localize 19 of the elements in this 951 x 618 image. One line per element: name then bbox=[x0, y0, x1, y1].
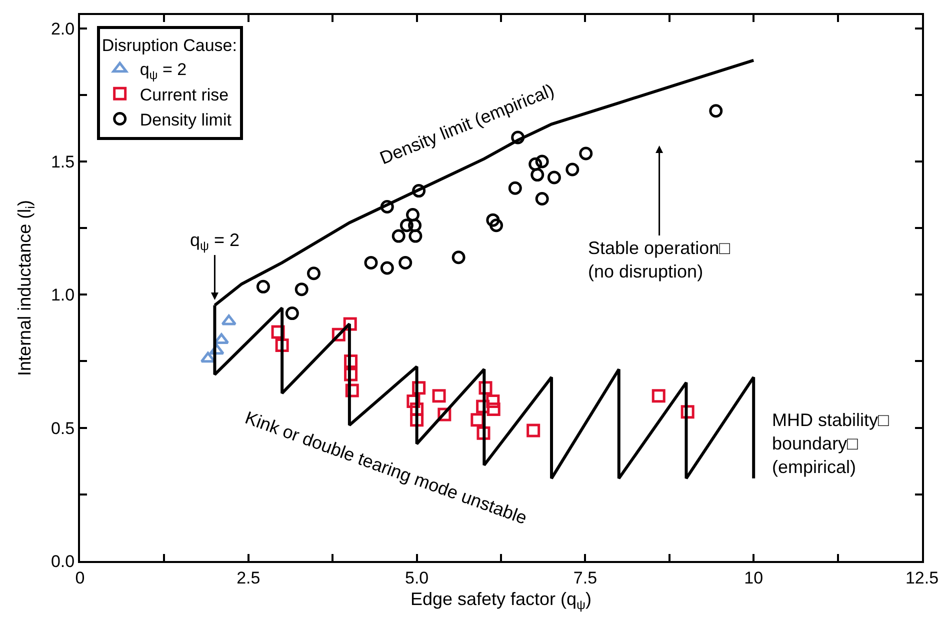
legend-title: Disruption Cause: bbox=[102, 36, 237, 56]
legend-label: Current rise bbox=[140, 85, 229, 104]
legend-label: Density limit bbox=[140, 110, 232, 130]
y-tick-label: 0.5 bbox=[50, 418, 75, 438]
y-tick-label: 1.0 bbox=[50, 286, 75, 305]
x-axis-title: Edge safety factor (q$_{ψ}$) bbox=[410, 589, 592, 612]
x-tick-label: 7.5 bbox=[573, 568, 598, 588]
annotation: MHD stability□ boundary□ (empirical) bbox=[772, 410, 890, 477]
x-tick-label: 0 bbox=[75, 568, 85, 588]
x-tick-label: 5.0 bbox=[404, 568, 429, 588]
y-tick-label: 1.5 bbox=[50, 152, 75, 172]
y-tick-label: 2.0 bbox=[50, 19, 75, 38]
x-tick-label: 2.5 bbox=[236, 568, 260, 588]
annotation: q$_{ψ}$ = 2 bbox=[190, 230, 240, 253]
y-tick-label: 0.0 bbox=[50, 552, 75, 571]
annotation: Stable operation□ (no disruption) bbox=[588, 238, 730, 282]
x-tick-label: 10 bbox=[744, 568, 764, 588]
x-tick-label: 12.5 bbox=[905, 568, 939, 588]
legend-label: q$_{ψ}$ = 2 bbox=[140, 60, 187, 82]
